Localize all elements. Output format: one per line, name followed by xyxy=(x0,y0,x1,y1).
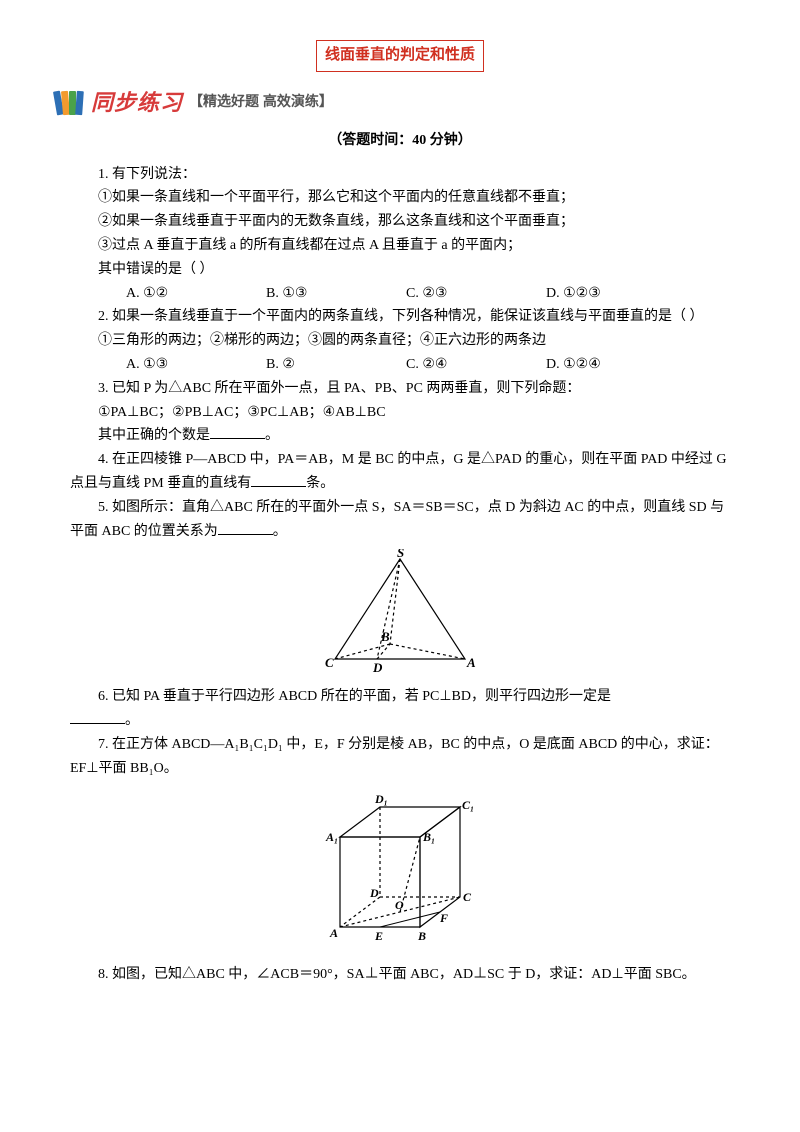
label-b-btm: B xyxy=(417,929,426,943)
q2-options: A. ①③ B. ② C. ②④ D. ①②④ xyxy=(126,353,730,377)
q4-text1: 4. 在正四棱锥 P—ABCD 中，PA＝AB，M 是 BC 的中点，G 是△P… xyxy=(70,452,727,491)
q1-s2: ②如果一条直线垂直于平面内的无数条直线，那么这条直线和这个平面垂直； xyxy=(70,210,730,234)
q6-text2: 。 xyxy=(125,713,139,728)
page-title: 线面垂直的判定和性质 xyxy=(316,40,484,72)
q6: 6. 已知 PA 垂直于平行四边形 ABCD 所在的平面，若 PC⊥BD，则平行… xyxy=(70,685,730,709)
label-b: B xyxy=(380,629,390,644)
blank xyxy=(251,472,306,487)
q2-opt-d: D. ①②④ xyxy=(546,353,686,377)
q1-opt-c: C. ②③ xyxy=(406,282,546,306)
label-a: A xyxy=(466,655,476,670)
label-a1: A₁ xyxy=(325,830,338,844)
title-container: 线面垂直的判定和性质 xyxy=(70,40,730,72)
q7-stem: 7. 在正方体 ABCD—A₁B₁C₁D₁ 中，E，F 分别是棱 AB，BC 的… xyxy=(70,733,730,781)
q4-text2: 条。 xyxy=(306,476,334,491)
label-d: D xyxy=(372,660,383,675)
blank xyxy=(210,424,265,439)
q2-opt-a: A. ①③ xyxy=(126,353,266,377)
q2-s1: ①三角形的两边；②梯形的两边；③圆的两条直径；④正六边形的两条边 xyxy=(70,329,730,353)
banner-sublabel: 【精选好题 高效演练】 xyxy=(189,90,333,114)
q2-opt-c: C. ②④ xyxy=(406,353,546,377)
label-a: A xyxy=(329,926,338,940)
label-d: D xyxy=(369,886,379,900)
figure-tetrahedron: S B C D A xyxy=(315,549,485,679)
q3-tail-text: 其中正确的个数是 xyxy=(98,428,210,443)
label-e: E xyxy=(374,929,383,943)
q8-stem: 8. 如图，已知△ABC 中，∠ACB＝90°，SA⊥平面 ABC，AD⊥SC … xyxy=(70,963,730,987)
q1-options: A. ①② B. ①③ C. ②③ D. ①②③ xyxy=(126,282,730,306)
banner: 同步练习 【精选好题 高效演练】 xyxy=(55,84,730,121)
q4: 4. 在正四棱锥 P—ABCD 中，PA＝AB，M 是 BC 的中点，G 是△P… xyxy=(70,448,730,496)
banner-label: 同步练习 xyxy=(91,84,183,121)
books-icon xyxy=(55,89,87,115)
q3-s1: ①PA⊥BC；②PB⊥AC；③PC⊥AB；④AB⊥BC xyxy=(70,401,730,425)
q2-opt-b: B. ② xyxy=(266,353,406,377)
figure-cube: D₁ C₁ A₁ B₁ D C A E B O F xyxy=(300,787,500,957)
q6-blank: 。 xyxy=(70,709,730,733)
q5-text2: 。 xyxy=(273,524,287,539)
label-c: C xyxy=(325,655,334,670)
blank xyxy=(218,520,273,535)
q1-opt-d: D. ①②③ xyxy=(546,282,686,306)
q3-stem: 3. 已知 P 为△ABC 所在平面外一点，且 PA、PB、PC 两两垂直，则下… xyxy=(70,377,730,401)
q5: 5. 如图所示：直角△ABC 所在的平面外一点 S，SA＝SB＝SC，点 D 为… xyxy=(70,496,730,544)
timer-text: （答题时间：40 分钟） xyxy=(70,129,730,153)
blank xyxy=(70,709,125,724)
label-c: C xyxy=(463,890,472,904)
q2-stem: 2. 如果一条直线垂直于一个平面内的两条直线，下列各种情况，能保证该直线与平面垂… xyxy=(70,305,730,329)
label-o: O xyxy=(395,898,404,912)
q5-text1: 5. 如图所示：直角△ABC 所在的平面外一点 S，SA＝SB＝SC，点 D 为… xyxy=(70,500,724,539)
label-d1: D₁ xyxy=(374,792,388,806)
q6-text1: 6. 已知 PA 垂直于平行四边形 ABCD 所在的平面，若 PC⊥BD，则平行… xyxy=(98,689,611,704)
label-c1: C₁ xyxy=(462,798,474,812)
label-s: S xyxy=(397,549,404,560)
q1-s3: ③过点 A 垂直于直线 a 的所有直线都在过点 A 且垂直于 a 的平面内； xyxy=(70,234,730,258)
q1-opt-b: B. ①③ xyxy=(266,282,406,306)
q1-tail: 其中错误的是（ ） xyxy=(70,258,730,282)
q3-tail: 其中正确的个数是。 xyxy=(70,424,730,448)
q2-stem-text: 2. 如果一条直线垂直于一个平面内的两条直线，下列各种情况，能保证该直线与平面垂… xyxy=(98,309,704,324)
q1-s1: ①如果一条直线和一个平面平行，那么它和这个平面内的任意直线都不垂直； xyxy=(70,186,730,210)
label-f: F xyxy=(439,911,448,925)
label-b1: B₁ xyxy=(422,830,435,844)
q1-stem: 1. 有下列说法： xyxy=(70,163,730,187)
q1-opt-a: A. ①② xyxy=(126,282,266,306)
